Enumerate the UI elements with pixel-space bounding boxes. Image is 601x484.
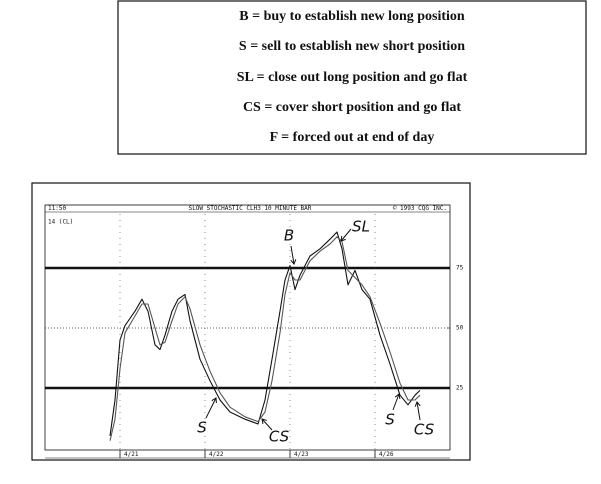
- annotation-arrow: [392, 393, 400, 411]
- chart-subtitle: 14 (CL): [48, 219, 73, 226]
- x-tick-label: 4/21: [124, 451, 139, 458]
- arrow-head: [290, 259, 297, 265]
- stochastic-line: [109, 231, 421, 437]
- plot-frame: [44, 204, 451, 451]
- annotation: B: [284, 227, 294, 245]
- annotation: S: [385, 411, 395, 429]
- x-tick-label: 4/26: [379, 451, 394, 458]
- arrow-head: [261, 418, 267, 425]
- annotation-arrow: [416, 401, 421, 421]
- legend-line: SL = close out long position and go flat: [237, 70, 468, 85]
- legend-line: CS = cover short position and go flat: [243, 100, 461, 115]
- arrow-head: [340, 235, 346, 242]
- legend-line: B = buy to establish new long position: [239, 9, 465, 24]
- annotation: SL: [352, 218, 370, 236]
- header-time: 11:50: [48, 205, 66, 212]
- annotation-arrow: [290, 245, 295, 265]
- arrow-head: [414, 401, 421, 407]
- legend-box: [117, 0, 587, 155]
- copyright: © 1993 CQG INC.: [393, 205, 447, 212]
- x-tick-label: 4/22: [209, 451, 224, 458]
- stochastic-line: [109, 236, 421, 441]
- arrow-head: [211, 397, 217, 404]
- chart-title: SLOW STOCHASTIC CLH3 10 MINUTE BAR: [189, 205, 312, 212]
- legend-line: S = sell to establish new short position: [239, 39, 465, 54]
- legend-line: F = forced out at end of day: [270, 130, 435, 145]
- annotation: S: [197, 419, 207, 437]
- chart-frame: [31, 182, 471, 461]
- y-tick-label: 75: [456, 265, 464, 272]
- arrow-head: [394, 393, 401, 400]
- y-tick-label: 25: [456, 385, 464, 392]
- annotation-arrow: [205, 397, 217, 419]
- y-tick-label: 50: [456, 325, 464, 332]
- annotation-arrow: [261, 418, 273, 431]
- annotation: CS: [269, 428, 290, 446]
- annotation-arrow: [340, 228, 352, 242]
- annotation: CS: [414, 421, 435, 439]
- x-tick-label: 4/23: [294, 451, 309, 458]
